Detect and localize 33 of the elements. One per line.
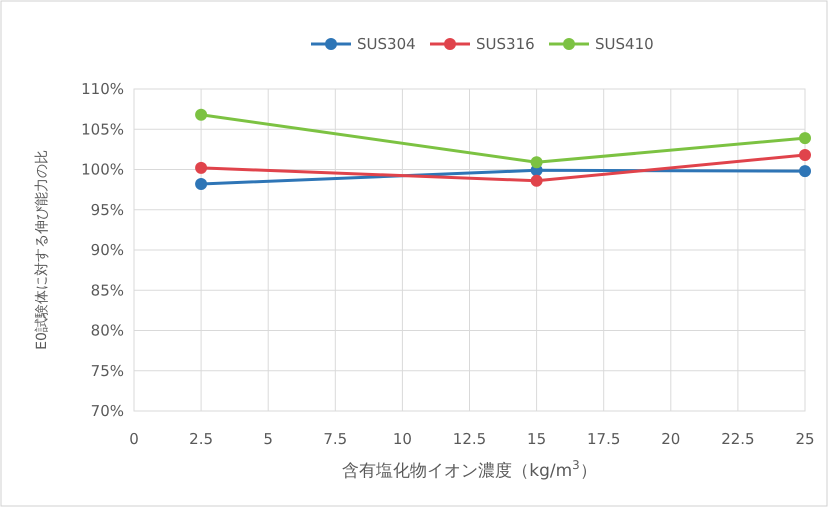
x-tick-label: 25 <box>795 430 815 448</box>
x-tick-label: 17.5 <box>586 430 620 448</box>
legend-label: SUS304 <box>357 35 416 53</box>
y-tick-label: 90% <box>90 241 124 259</box>
y-axis-title: E0試験体に対する伸び能力の比 <box>34 150 50 350</box>
point <box>195 162 208 174</box>
point <box>799 165 811 178</box>
x-tick-label: 22.5 <box>721 430 755 448</box>
y-tick-label: 75% <box>90 362 124 380</box>
y-tick-label: 70% <box>90 402 124 420</box>
x-tick-label: 10 <box>392 430 412 448</box>
x-tick-label: 2.5 <box>189 430 214 448</box>
point <box>195 178 208 190</box>
legend-label: SUS316 <box>476 35 535 53</box>
point <box>530 174 543 187</box>
x-tick-label: 12.5 <box>452 430 486 448</box>
y-tick-label: 85% <box>90 281 124 300</box>
y-tick-label: 80% <box>90 322 124 340</box>
y-tick-label: 105% <box>81 120 124 138</box>
point <box>799 132 811 144</box>
y-tick-label: 100% <box>81 160 124 178</box>
x-tick-label: 15 <box>527 430 546 448</box>
y-tick-label: 95% <box>90 200 124 219</box>
point <box>195 108 208 121</box>
x-tick-label: 7.5 <box>323 430 348 448</box>
legend-label: SUS410 <box>595 35 654 53</box>
x-axis-title: 含有塩化物イオン濃度（kg/m$^{3}$） <box>342 458 597 481</box>
x-tick-label: 20 <box>661 430 680 448</box>
point <box>799 149 811 162</box>
x-tick-label: 0 <box>129 430 139 448</box>
point <box>530 156 543 168</box>
x-tick-label: 5 <box>263 430 273 448</box>
y-tick-label: 110% <box>81 80 124 98</box>
